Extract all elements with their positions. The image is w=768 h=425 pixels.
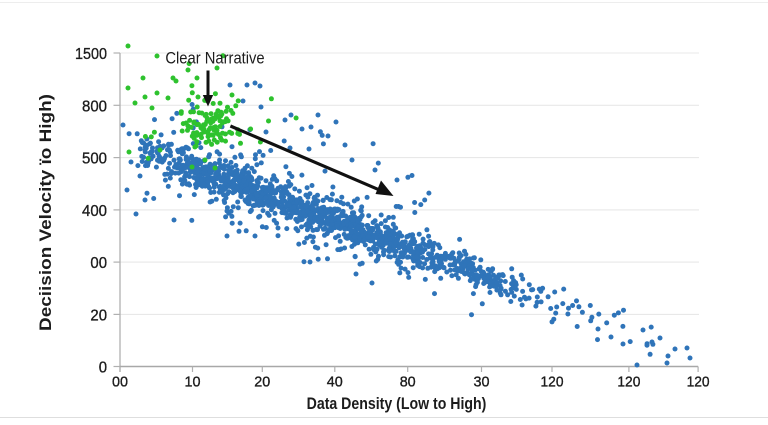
- svg-text:120: 120: [617, 375, 640, 391]
- svg-text:Data Density (Low to High): Data Density (Low to High): [307, 395, 487, 413]
- svg-text:Deciision Velocity ïo High): Deciision Velocity ïo High): [37, 94, 55, 331]
- svg-text:Clear Narrative: Clear Narrative: [165, 50, 264, 68]
- svg-text:0: 0: [99, 360, 107, 377]
- svg-text:120: 120: [687, 375, 710, 391]
- svg-text:40: 40: [327, 375, 343, 391]
- svg-text:30: 30: [474, 375, 490, 391]
- svg-text:80: 80: [400, 375, 416, 391]
- svg-text:1500: 1500: [75, 46, 107, 63]
- svg-text:500: 500: [82, 151, 107, 168]
- svg-text:800: 800: [82, 98, 107, 115]
- svg-text:120: 120: [541, 375, 564, 391]
- svg-text:20: 20: [90, 307, 107, 324]
- svg-text:00: 00: [90, 255, 107, 272]
- svg-text:00: 00: [112, 375, 128, 391]
- svg-text:400: 400: [82, 203, 107, 220]
- svg-text:10: 10: [185, 375, 201, 391]
- svg-text:20: 20: [254, 375, 270, 391]
